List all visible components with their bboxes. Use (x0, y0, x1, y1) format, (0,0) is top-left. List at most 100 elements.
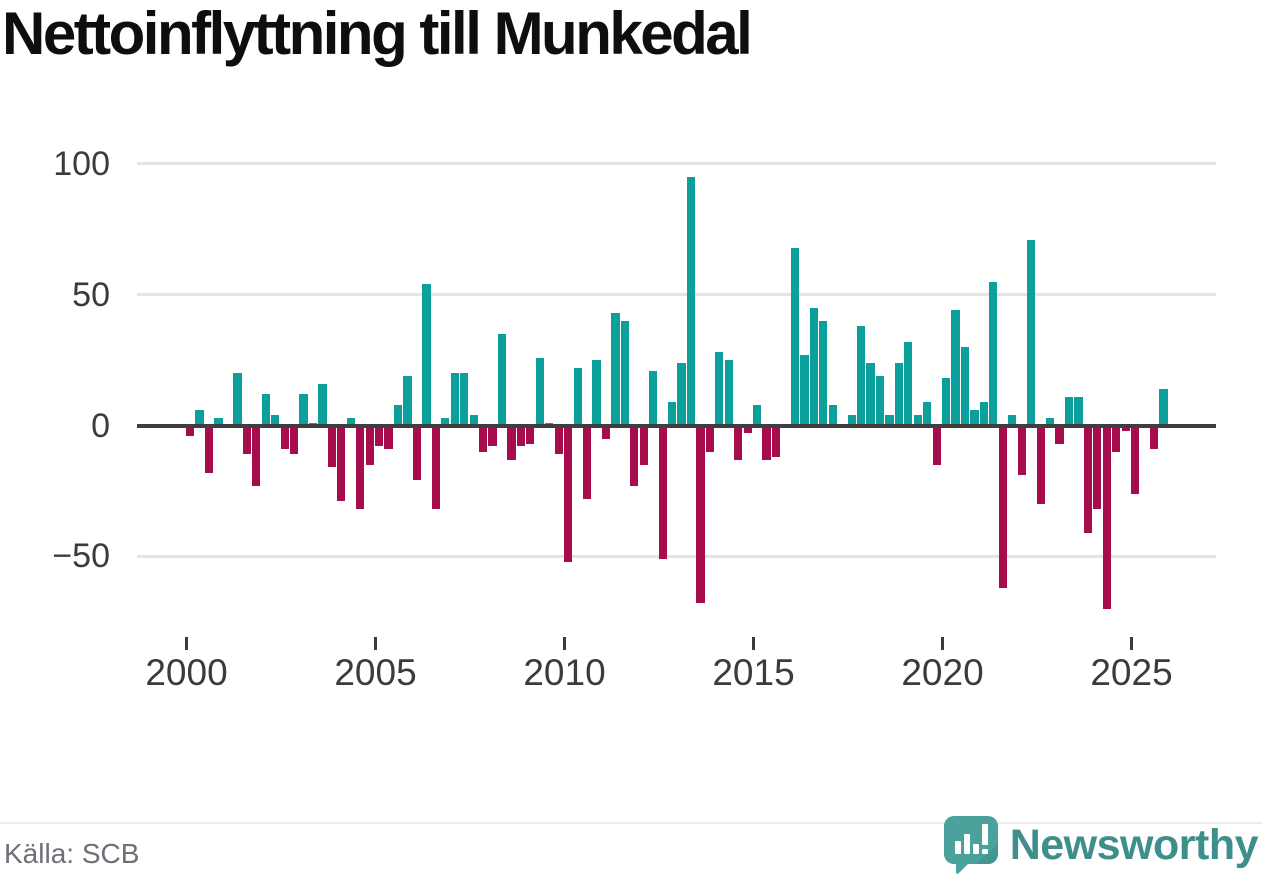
bar-2017Q4 (856, 326, 866, 426)
bar-2022Q3 (1036, 425, 1045, 504)
bar-2019Q4 (932, 425, 941, 465)
bar-2010Q1 (564, 425, 573, 562)
bar-2005Q3 (393, 404, 403, 426)
footer-divider (0, 822, 1262, 824)
x-axis-label-2005: 2005 (334, 652, 417, 693)
bar-2025Q1 (1131, 425, 1140, 494)
bar-2006Q2 (422, 284, 431, 426)
bar-2008Q1 (488, 425, 497, 447)
bar-2008Q2 (497, 333, 507, 426)
x-axis-label-2000: 2000 (145, 652, 228, 693)
bar-2003Q3 (318, 383, 327, 426)
y-axis-label-0: 0 (91, 406, 110, 445)
bar-2002Q4 (289, 425, 299, 455)
zero-axis-line (137, 423, 1216, 428)
bar-2013Q3 (696, 425, 705, 604)
bar-2024Q2 (1102, 425, 1111, 609)
y-axis-label-50: 50 (72, 275, 110, 314)
bar-2013Q2 (686, 177, 696, 426)
bar-2002Q2 (271, 415, 280, 426)
bar-2018Q1 (866, 362, 875, 426)
bar-2006Q4 (441, 417, 450, 426)
bar-2017Q3 (847, 415, 856, 426)
bar-2007Q4 (478, 425, 488, 452)
bar-2024Q3 (1112, 425, 1121, 452)
bar-2007Q3 (469, 415, 478, 426)
bar-2019Q1 (904, 341, 913, 426)
bar-2005Q2 (384, 425, 393, 449)
bar-2001Q4 (252, 425, 261, 486)
bar-2012Q2 (649, 370, 658, 426)
bar-2000Q2 (195, 409, 204, 426)
bar-2006Q1 (412, 425, 422, 481)
bar-2020Q2 (951, 310, 960, 426)
bar-2016Q2 (800, 354, 809, 426)
brand-name: Newsworthy (1009, 821, 1259, 869)
bar-2002Q3 (280, 425, 289, 449)
x-tick-2005 (374, 637, 377, 650)
x-axis-label-2020: 2020 (901, 652, 984, 693)
bar-2009Q2 (535, 357, 544, 426)
y-axis-label-100: 100 (53, 144, 110, 183)
bar-2007Q1 (450, 373, 459, 426)
bar-2003Q4 (327, 425, 337, 468)
bar-2022Q4 (1045, 417, 1055, 426)
bar-2014Q1 (715, 352, 724, 426)
bar-2000Q1 (186, 425, 195, 436)
bar-2016Q3 (809, 307, 818, 426)
bar-2016Q1 (790, 247, 800, 426)
bar-2023Q3 (1074, 396, 1083, 426)
bar-2012Q1 (639, 425, 648, 465)
logo-exclamation-dot (981, 849, 988, 854)
bar-2010Q2 (573, 367, 582, 426)
bar-2015Q2 (762, 425, 771, 460)
bar-2001Q2 (233, 373, 242, 426)
x-axis-label-2025: 2025 (1090, 652, 1173, 693)
gridline-50 (137, 293, 1216, 297)
bar-2023Q1 (1055, 425, 1064, 444)
bar-2000Q4 (214, 417, 223, 426)
bar-2022Q2 (1027, 239, 1036, 426)
bar-2003Q1 (299, 394, 308, 426)
bar-2009Q4 (554, 425, 563, 455)
bar-2011Q2 (611, 313, 620, 426)
x-tick-2020 (941, 637, 944, 650)
bar-2012Q4 (668, 402, 677, 426)
bar-2025Q3 (1149, 425, 1159, 449)
gridline-100 (137, 162, 1216, 166)
source-caption: Källa: SCB (4, 838, 140, 869)
logo-mini-bars (954, 824, 988, 854)
bar-2002Q1 (261, 394, 270, 426)
gridline--50 (137, 554, 1216, 558)
bar-2018Q3 (885, 415, 894, 426)
bar-2005Q1 (375, 425, 384, 447)
x-axis-label-2015: 2015 (712, 652, 795, 693)
bar-2014Q2 (724, 360, 733, 426)
bar-2012Q3 (658, 425, 667, 559)
bar-2004Q2 (346, 417, 355, 426)
bar-2007Q2 (460, 373, 469, 426)
bar-2009Q1 (526, 425, 535, 444)
bar-2008Q4 (516, 425, 526, 447)
bar-2016Q4 (819, 320, 828, 426)
x-tick-2000 (185, 637, 188, 650)
bar-2019Q2 (913, 415, 922, 426)
bar-2013Q4 (705, 425, 715, 452)
bar-2021Q1 (979, 402, 989, 426)
bar-2020Q4 (970, 409, 979, 426)
bar-2013Q1 (677, 362, 686, 426)
bar-2011Q1 (601, 425, 611, 439)
brand-footer[interactable]: Newsworthy (942, 814, 1259, 876)
bar-2001Q3 (242, 425, 251, 455)
bar-2024Q1 (1093, 425, 1102, 510)
bar-2021Q3 (998, 425, 1007, 588)
logo-exclamation-bar (981, 824, 988, 845)
bar-2005Q4 (403, 375, 412, 426)
bar-2020Q3 (960, 347, 970, 426)
bar-2010Q3 (582, 425, 592, 499)
bar-2024Q4 (1121, 425, 1130, 431)
bar-2018Q4 (894, 362, 904, 426)
chart-title: Nettoinflyttning till Munkedal (2, 0, 753, 67)
bar-2010Q4 (592, 360, 601, 426)
bar-2015Q1 (753, 404, 762, 426)
